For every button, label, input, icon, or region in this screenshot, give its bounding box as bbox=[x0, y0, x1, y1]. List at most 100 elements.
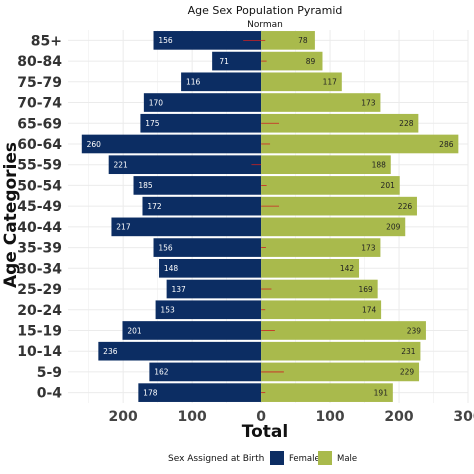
bar-male bbox=[261, 155, 391, 175]
bar-label-male: 239 bbox=[407, 326, 422, 335]
y-tick-label: 75-79 bbox=[17, 75, 62, 91]
y-tick-label: 30-34 bbox=[17, 261, 62, 277]
bar-male bbox=[261, 31, 315, 50]
bar-male bbox=[261, 383, 393, 402]
chart-subtitle: Norman bbox=[247, 20, 283, 30]
bar-label-female: 236 bbox=[103, 347, 118, 356]
legend-label-female: Female bbox=[289, 454, 320, 464]
bar-label-female: 116 bbox=[186, 78, 201, 87]
bar-label-male: 89 bbox=[306, 57, 316, 66]
x-tick-label: 100 bbox=[178, 409, 207, 425]
bar-female bbox=[108, 155, 262, 175]
x-axis-title: Total bbox=[242, 422, 288, 442]
x-tick-label: 100 bbox=[315, 409, 344, 425]
y-tick-label: 85+ bbox=[31, 33, 62, 49]
bar-label-female: 221 bbox=[114, 160, 129, 169]
bar-label-male: 169 bbox=[358, 285, 373, 294]
bar-label-female: 137 bbox=[171, 285, 186, 294]
bar-male bbox=[261, 300, 382, 320]
bar-female bbox=[212, 51, 262, 71]
bar-female bbox=[81, 134, 262, 154]
bar-female bbox=[155, 300, 262, 320]
bar-male bbox=[261, 196, 417, 216]
bar-value-labels: 156 78 71 89 116 117 170 173 175 228 260 286 221 188 1… bbox=[87, 36, 454, 397]
bar-label-male: 188 bbox=[372, 160, 387, 169]
bar-female bbox=[138, 383, 262, 402]
bar-label-female: 153 bbox=[160, 306, 175, 315]
bar-label-female: 201 bbox=[127, 326, 142, 335]
bar-label-female: 260 bbox=[87, 140, 102, 149]
y-tick-label: 0-4 bbox=[37, 386, 63, 402]
y-tick-label: 65-69 bbox=[17, 116, 62, 132]
y-tick-label: 25-29 bbox=[17, 282, 62, 298]
y-tick-label: 80-84 bbox=[17, 54, 62, 70]
bar-label-male: 231 bbox=[401, 347, 416, 356]
bar-female bbox=[181, 72, 262, 92]
bar-female bbox=[133, 176, 262, 195]
y-tick-label: 60-64 bbox=[17, 137, 62, 153]
legend-title: Sex Assigned at Birth bbox=[168, 454, 264, 464]
bar-label-male: 228 bbox=[399, 119, 414, 128]
y-tick-label: 50-54 bbox=[17, 178, 62, 194]
bar-female bbox=[166, 279, 262, 299]
bar-male bbox=[261, 134, 459, 154]
bar-label-male: 174 bbox=[362, 306, 377, 315]
bar-female bbox=[122, 321, 262, 340]
bar-male bbox=[261, 362, 420, 382]
bar-label-male: 173 bbox=[361, 98, 376, 107]
bar-male bbox=[261, 51, 323, 71]
y-tick-label: 15-19 bbox=[17, 323, 62, 339]
legend-swatch-male bbox=[318, 451, 332, 465]
bar-female bbox=[149, 362, 262, 382]
x-tick-label: 300 bbox=[453, 409, 474, 425]
bar-label-female: 148 bbox=[164, 264, 179, 273]
y-tick-labels: 85+ 80-84 75-79 70-74 65-69 60-64 55-59 50-54 45… bbox=[17, 33, 62, 401]
bar-label-male: 229 bbox=[400, 368, 415, 377]
bar-label-male: 117 bbox=[323, 78, 338, 87]
legend-swatch-female bbox=[270, 451, 284, 465]
bar-male bbox=[261, 93, 381, 112]
bar-female bbox=[98, 341, 262, 361]
bar-male bbox=[261, 176, 400, 195]
bar-label-female: 156 bbox=[158, 36, 173, 45]
bar-female bbox=[159, 258, 262, 278]
bar-male bbox=[261, 279, 378, 299]
bar-male bbox=[261, 238, 381, 257]
bar-male bbox=[261, 113, 419, 133]
y-tick-label: 45-49 bbox=[17, 199, 62, 215]
y-tick-label: 40-44 bbox=[17, 220, 62, 236]
bar-female bbox=[153, 31, 262, 50]
bar-female bbox=[153, 238, 262, 257]
bar-label-female: 162 bbox=[154, 368, 169, 377]
bar-label-female: 217 bbox=[116, 223, 131, 232]
x-tick-label: 200 bbox=[109, 409, 138, 425]
bar-label-female: 71 bbox=[219, 57, 229, 66]
y-tick-label: 55-59 bbox=[17, 158, 62, 174]
bar-male bbox=[261, 217, 406, 237]
chart-title: Age Sex Population Pyramid bbox=[188, 4, 343, 17]
bar-label-male: 78 bbox=[298, 36, 308, 45]
bar-female bbox=[143, 93, 262, 112]
x-tick-label: 200 bbox=[384, 409, 413, 425]
bar-female bbox=[111, 217, 262, 237]
bar-male bbox=[261, 72, 342, 92]
legend-label-male: Male bbox=[337, 454, 357, 464]
bar-male bbox=[261, 321, 426, 340]
legend: Sex Assigned at Birth Female Male bbox=[168, 451, 357, 465]
bar-label-female: 170 bbox=[149, 98, 164, 107]
bar-label-female: 178 bbox=[143, 388, 158, 397]
bar-label-male: 226 bbox=[398, 202, 413, 211]
bar-label-male: 209 bbox=[386, 223, 401, 232]
x-tick-label: 0 bbox=[256, 409, 266, 425]
y-tick-label: 70-74 bbox=[17, 96, 62, 112]
bar-label-female: 175 bbox=[145, 119, 160, 128]
y-tick-label: 35-39 bbox=[17, 241, 62, 257]
bar-label-male: 191 bbox=[374, 388, 389, 397]
bar-female bbox=[140, 113, 262, 133]
x-tick-labels: 200 100 0 100 200 300 bbox=[109, 409, 474, 425]
bar-label-female: 156 bbox=[158, 243, 173, 252]
y-axis-title: Age Categories bbox=[1, 142, 21, 288]
bar-label-male: 201 bbox=[381, 181, 396, 190]
bar-label-male: 173 bbox=[361, 243, 376, 252]
